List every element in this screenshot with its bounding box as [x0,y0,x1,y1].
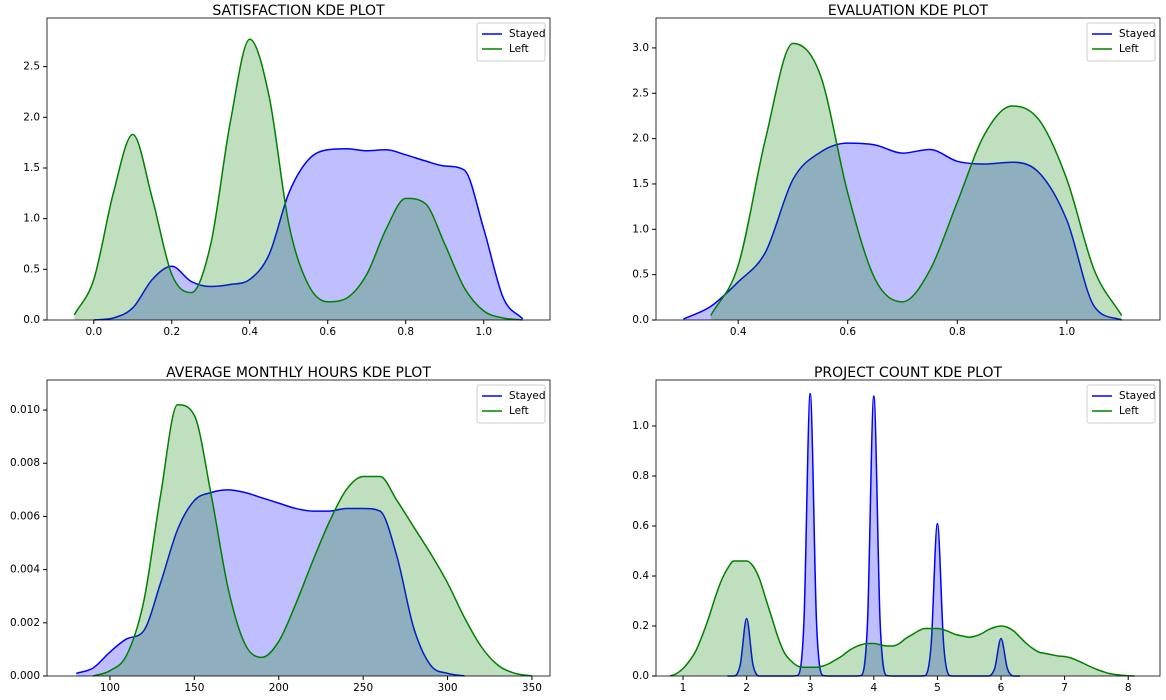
axes-frame [655,17,1161,321]
subplot: EVALUATION KDE PLOT 0.4 0.6 0.8 1.0 0.0 0.5 1.0… [632,3,1161,338]
subplot-title: AVERAGE MONTHLY HOURS KDE PLOT [166,365,431,381]
kde-line [683,142,1122,321]
kde-area [670,561,1135,676]
kde-line [93,147,524,321]
x-tick-label: 1.0 [475,326,492,338]
y-tick-label: 0.2 [632,620,649,632]
kde-area [727,393,1021,676]
y-tick-label: 0.008 [10,457,40,469]
kde-area [74,39,523,320]
legend-label: Stayed [1119,390,1156,402]
kde-line [92,403,533,677]
x-tick-label: 150 [184,682,204,694]
legend-box [476,384,546,424]
legend-box [1086,384,1156,424]
y-tick-label: 0.006 [10,510,40,522]
x-tick-label: 100 [100,682,120,694]
x-tick-label: 0.0 [85,326,102,338]
y-tick-label: 0.0 [632,670,649,682]
y-tick-label: 0.010 [10,404,40,416]
legend-label: Left [1119,43,1139,55]
kde-line [75,489,465,677]
y-tick-label: 2.0 [23,111,40,123]
legend-box [476,22,546,62]
kde-area [93,148,523,320]
y-tick-label: 0.004 [10,564,40,576]
x-tick-label: 350 [522,682,542,694]
x-tick-label: 6 [998,682,1005,694]
legend-label: Stayed [509,28,546,40]
legend-label: Left [1119,405,1139,417]
axes-frame [46,17,551,321]
x-tick-label: 3 [807,682,814,694]
kde-area [710,43,1122,320]
y-tick-label: 0.6 [632,520,649,532]
y-tick-label: 3.0 [632,42,649,54]
x-tick-label: 250 [353,682,373,694]
legend-label: Stayed [509,390,546,402]
axes-frame [655,379,1161,677]
legend-label: Left [509,43,529,55]
y-tick-label: 2.5 [632,87,649,99]
subplot: SATISFACTION KDE PLOT 0.0 0.2 0.4 0.6 0.8 1.0 0… [23,3,551,338]
legend-box [1086,22,1156,62]
y-tick-label: 1.0 [632,420,649,432]
y-tick-label: 0.5 [23,263,40,275]
axes-frame [46,379,551,677]
subplot-title: SATISFACTION KDE PLOT [212,3,385,19]
y-tick-label: 0.000 [10,670,40,682]
x-tick-label: 0.4 [241,326,258,338]
x-tick-label: 4 [870,682,877,694]
y-tick-label: 0.0 [23,314,40,326]
kde-line [73,38,523,321]
x-tick-label: 7 [1061,682,1068,694]
y-tick-label: 1.0 [632,223,649,235]
y-tick-label: 0.4 [632,570,649,582]
subplot-title: PROJECT COUNT KDE PLOT [814,365,1002,381]
x-tick-label: 0.6 [319,326,336,338]
x-tick-label: 300 [438,682,458,694]
y-tick-label: 2.5 [23,61,40,73]
x-tick-label: 1 [680,682,687,694]
y-tick-label: 0.8 [632,470,649,482]
subplot-title: EVALUATION KDE PLOT [828,3,989,19]
x-tick-label: 8 [1125,682,1132,694]
y-tick-label: 1.5 [23,162,40,174]
x-tick-label: 5 [934,682,941,694]
y-tick-label: 0.0 [632,314,649,326]
kde-line [710,42,1123,316]
kde-area [76,489,465,676]
x-tick-label: 0.8 [397,326,414,338]
y-tick-label: 2.0 [632,133,649,145]
legend-label: Left [509,405,529,417]
kde-area [93,404,532,676]
kde-area [683,143,1122,320]
x-tick-label: 200 [269,682,289,694]
y-tick-label: 1.0 [23,213,40,225]
x-tick-label: 0.4 [730,326,747,338]
x-tick-label: 0.8 [949,326,966,338]
legend-label: Stayed [1119,28,1156,40]
y-tick-label: 0.002 [10,617,40,629]
x-tick-label: 2 [743,682,750,694]
subplot: PROJECT COUNT KDE PLOT 1 2 3 4 5 6 7 8 0.0 0.2 0.4 0… [632,365,1161,694]
subplot: AVERAGE MONTHLY HOURS KDE PLOT 100 150 200 2… [10,365,551,694]
x-tick-label: 1.0 [1059,326,1076,338]
y-tick-label: 0.5 [632,269,649,281]
y-tick-label: 1.5 [632,178,649,190]
x-tick-label: 0.2 [163,326,180,338]
x-tick-label: 0.6 [839,326,856,338]
kde-line [670,560,1135,677]
